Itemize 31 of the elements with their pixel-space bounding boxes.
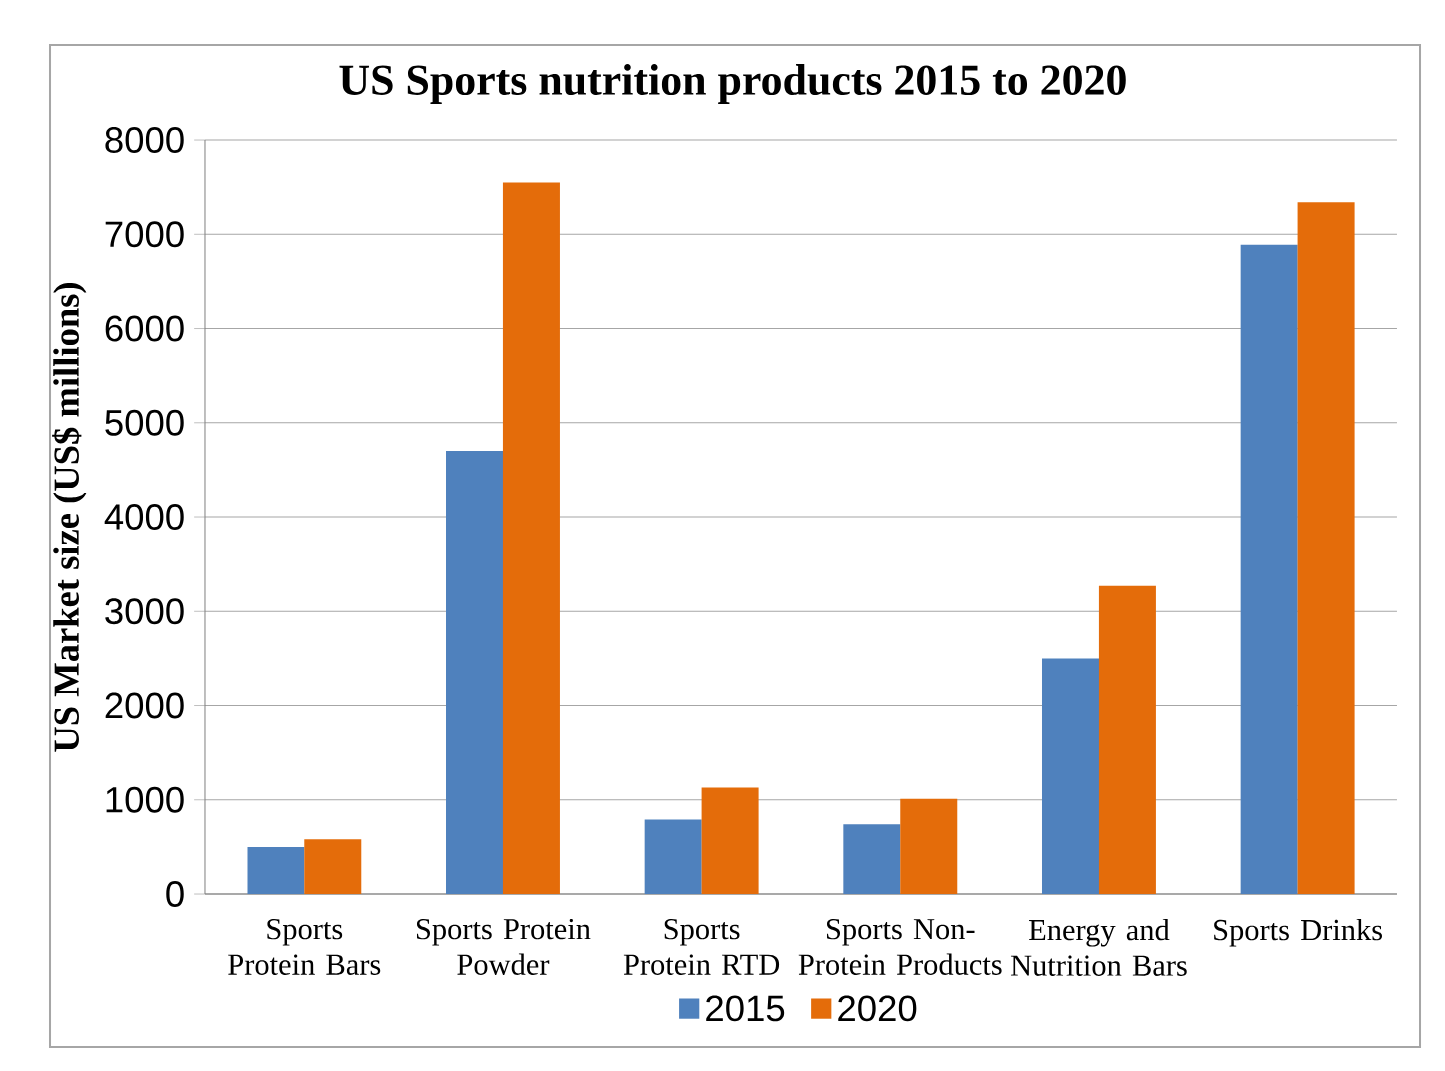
x-tick-label: Sports Protein RTD xyxy=(623,918,780,975)
bar xyxy=(1297,202,1355,895)
bar xyxy=(1240,244,1298,895)
y-axis-title: US Market size (US$ millions) xyxy=(52,283,87,752)
bar xyxy=(304,839,362,895)
legend-label: 2020 xyxy=(838,995,917,1022)
bar xyxy=(900,798,958,895)
x-tick-label: Sports Drinks xyxy=(1214,918,1382,947)
legend-label: 2015 xyxy=(706,995,785,1022)
bar xyxy=(247,846,305,895)
y-tick-label: 1000 xyxy=(106,786,184,813)
x-tick-label: Sports Protein Powder xyxy=(416,918,591,975)
chart-title: US Sports nutrition products 2015 to 2020 xyxy=(339,64,1126,104)
x-tick-label: Sports Non-Protein Products xyxy=(798,918,1002,975)
y-tick-label: 5000 xyxy=(105,409,184,436)
bar xyxy=(1098,585,1156,895)
bar xyxy=(701,787,759,895)
bar xyxy=(644,819,702,895)
bar xyxy=(1042,658,1099,895)
y-tick-label: 0 xyxy=(166,881,184,907)
x-tick-label: Energy and Nutrition Bars xyxy=(1010,918,1187,976)
y-tick-label: 2000 xyxy=(105,692,184,719)
x-tick-label: Sports Protein Bars xyxy=(228,918,381,975)
y-tick-label: 8000 xyxy=(105,127,184,153)
y-tick-label: 7000 xyxy=(105,221,184,248)
y-tick-label: 4000 xyxy=(104,504,184,530)
bar xyxy=(446,451,504,895)
y-tick-label: 3000 xyxy=(105,598,184,625)
bar xyxy=(502,182,560,895)
y-tick-label: 6000 xyxy=(105,315,184,342)
bar xyxy=(843,824,901,895)
